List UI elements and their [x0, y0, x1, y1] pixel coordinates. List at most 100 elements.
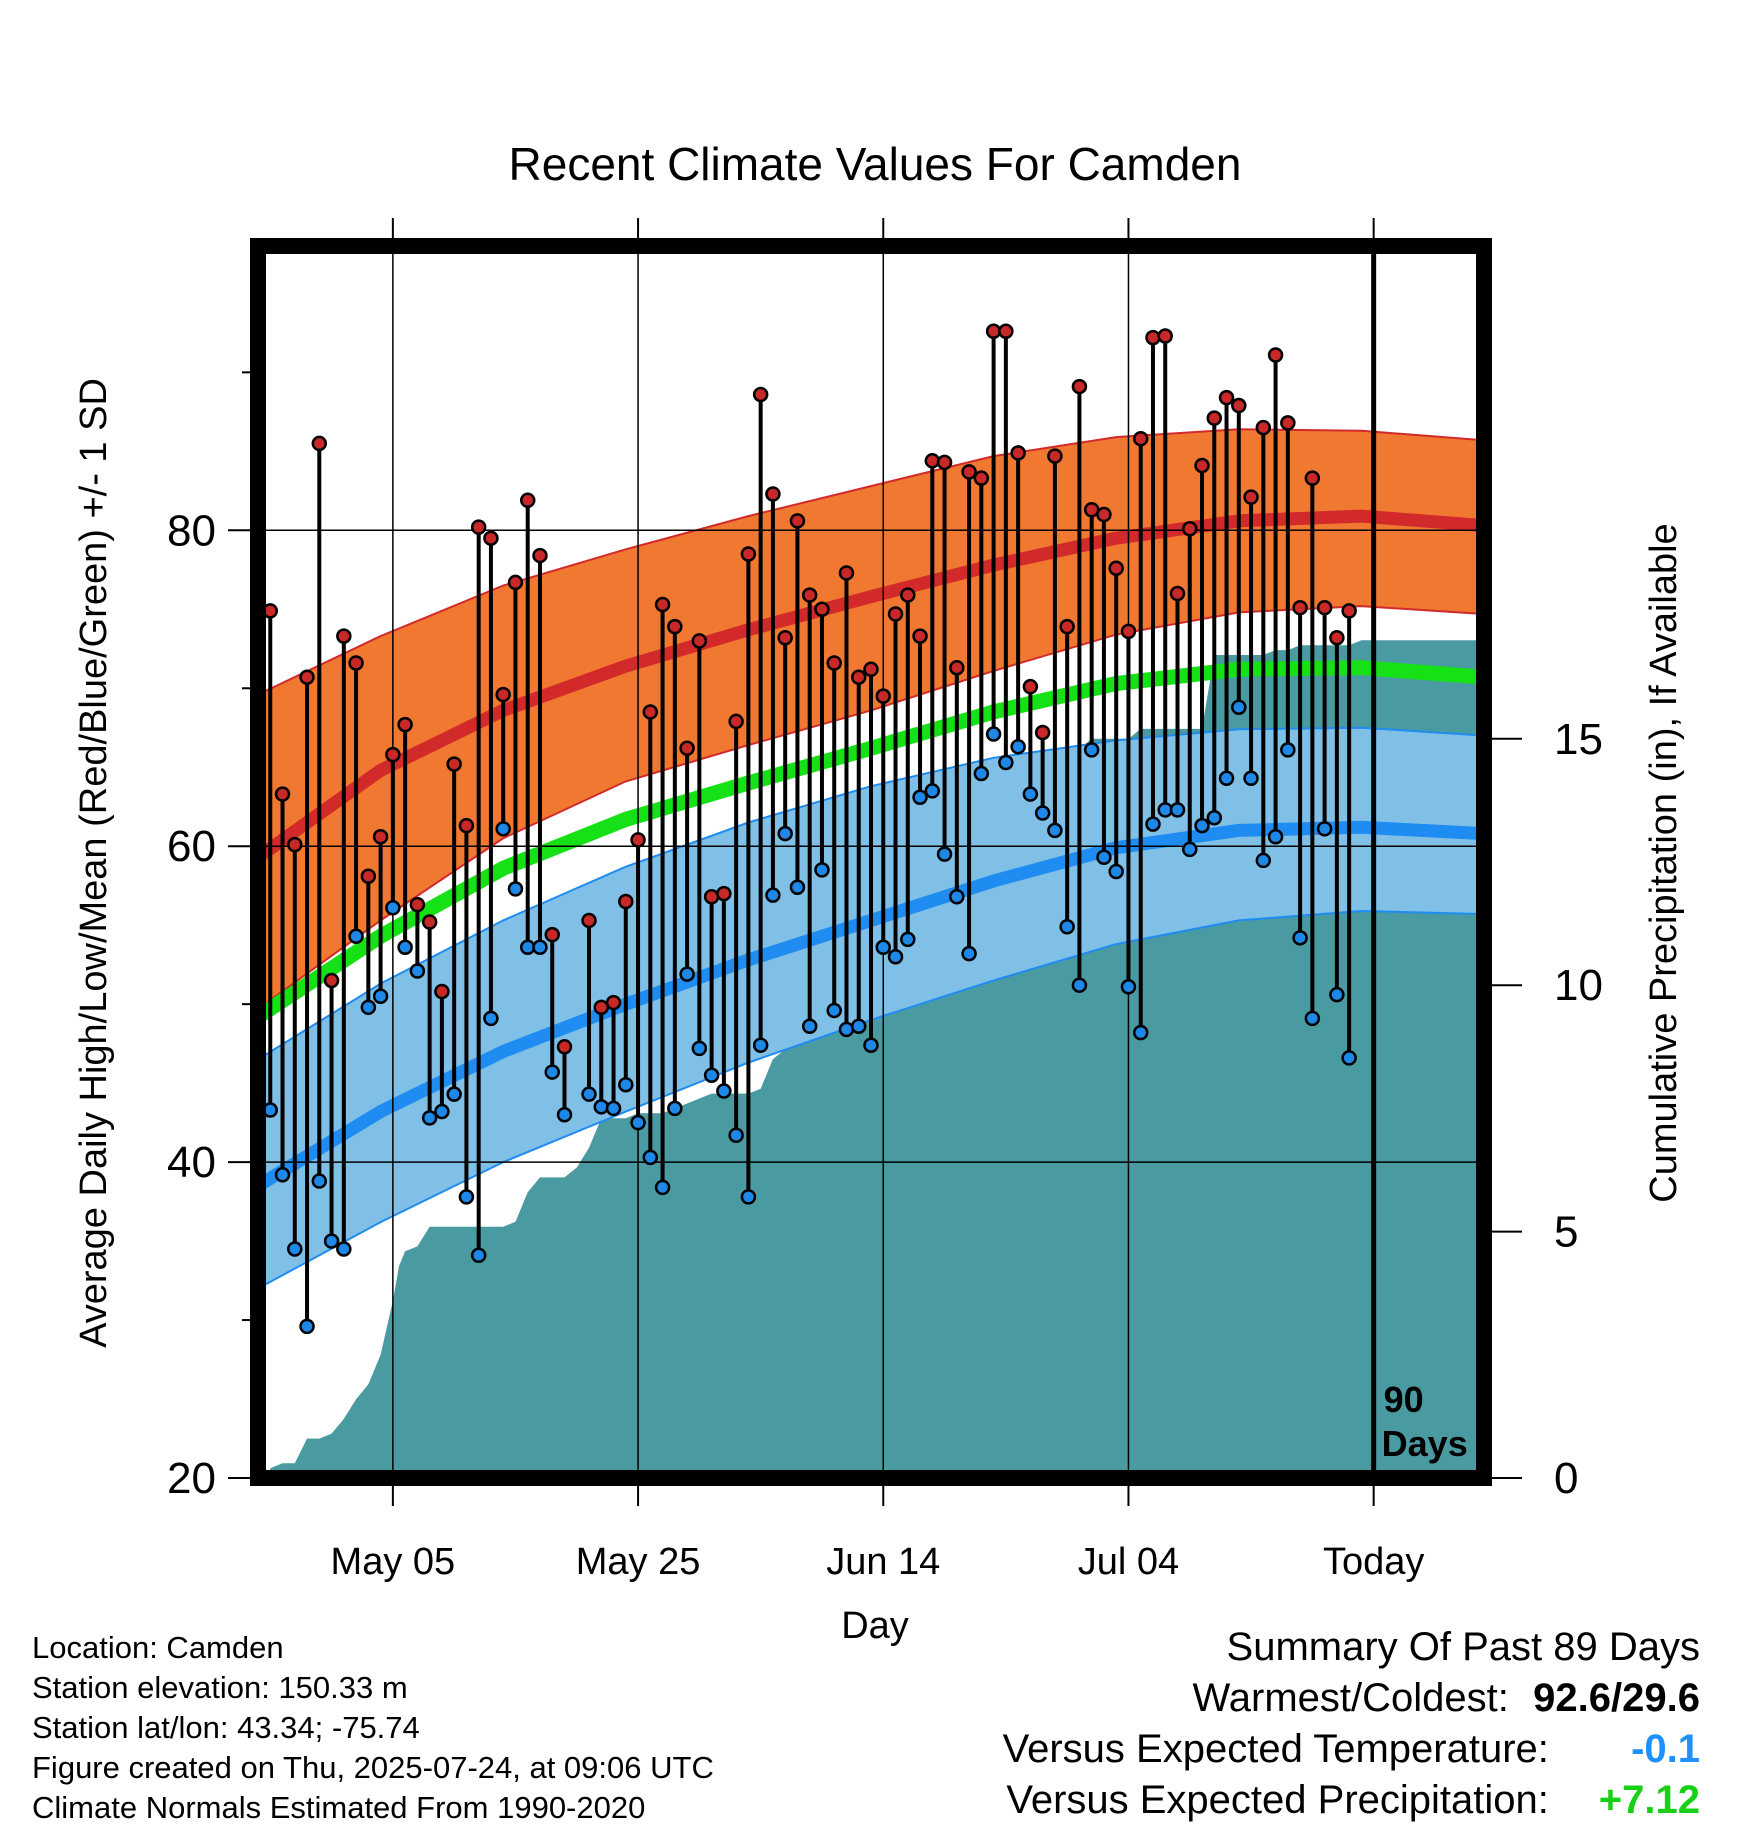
daily-high-point: [1034, 724, 1051, 741]
daily-high-point: [287, 836, 303, 853]
daily-high-point: [397, 716, 413, 733]
daily-low-point: [287, 1241, 303, 1257]
daily-high-point: [1267, 347, 1284, 363]
plot-frame: [250, 238, 1492, 1486]
x-tick-label: Jun 14: [826, 1541, 940, 1583]
daily-high-point: [507, 574, 524, 591]
daily-high-point: [1292, 599, 1308, 616]
high-normal-line: [254, 509, 1485, 863]
daily-low-point: [936, 846, 953, 862]
location-text: Location: Camden: [32, 1630, 284, 1665]
daily-high-point: [1132, 430, 1149, 447]
daily-low-point: [961, 945, 977, 962]
daily-high-point: [1231, 397, 1247, 414]
daily-low-point: [593, 1099, 610, 1115]
daily-high-point: [654, 596, 671, 613]
daily-low-point: [875, 939, 892, 956]
summary-panel: Summary Of Past 89 Days Warmest/Coldest:…: [1003, 1622, 1700, 1826]
x-axis-label: Day: [841, 1605, 909, 1647]
daily-low-point: [789, 879, 806, 896]
daily-high-point: [1120, 623, 1137, 640]
daily-high-point: [667, 618, 683, 635]
daily-low-point: [716, 1083, 732, 1099]
daily-low-point: [752, 1037, 769, 1053]
daily-high-point: [936, 454, 953, 471]
daily-high-point: [311, 435, 328, 452]
daily-low-point: [446, 1086, 462, 1102]
daily-low-point: [1108, 863, 1124, 880]
y2-tick-label: 10: [1554, 961, 1603, 1010]
daily-low-point: [654, 1179, 671, 1196]
daily-low-point: [1145, 816, 1161, 832]
daily-low-point: [1218, 770, 1235, 787]
daily-high-point: [360, 868, 377, 884]
daily-low-point: [850, 1018, 867, 1035]
daily-high-point: [532, 547, 548, 564]
y-tick-label: 20: [167, 1454, 216, 1503]
y2-axis-label: Cumulative Precipitation (in), If Availa…: [1643, 523, 1685, 1202]
daily-high-point: [765, 486, 781, 502]
daily-high-point: [1059, 618, 1075, 635]
daily-low-point: [1304, 1010, 1321, 1027]
y-axis-label: Average Daily High/Low/Mean (Red/Blue/Gr…: [73, 378, 115, 1348]
daily-low-point: [605, 1100, 622, 1117]
daily-high-point: [814, 601, 830, 618]
daily-high-point: [961, 464, 977, 480]
daily-low-point: [924, 783, 941, 799]
daily-low-point: [1194, 817, 1210, 834]
daily-high-point: [446, 756, 462, 772]
daily-low-point: [1243, 770, 1259, 787]
daily-low-point: [691, 1040, 708, 1057]
summary-title: Summary Of Past 89 Days: [1226, 1625, 1700, 1669]
daily-low-point: [985, 726, 1002, 742]
daily-high-point: [1206, 410, 1223, 426]
daily-high-point: [1329, 629, 1345, 646]
daily-low-point: [336, 1241, 352, 1257]
daily-high-point: [1194, 457, 1210, 474]
daily-high-point: [949, 659, 965, 676]
y-tick-label: 40: [167, 1138, 216, 1187]
daily-low-point: [299, 1318, 315, 1335]
daily-high-point: [348, 655, 364, 671]
daily-high-point: [1169, 585, 1186, 602]
daily-low-point: [642, 1149, 659, 1166]
daily-low-point: [765, 887, 781, 903]
daily-low-point: [409, 963, 426, 979]
daily-low-point: [581, 1086, 597, 1102]
daily-low-point: [740, 1189, 757, 1205]
daily-low-point: [1169, 802, 1186, 818]
daily-high-point: [642, 704, 659, 720]
daily-high-point: [850, 669, 867, 685]
precip-row: Versus Expected Precipitation: +7.12: [1003, 1775, 1700, 1826]
daily-low-point: [1231, 699, 1247, 715]
warm-cold-row: Warmest/Coldest: 92.6/29.6: [1003, 1673, 1701, 1724]
daily-low-point: [1182, 841, 1198, 858]
precip-value: +7.12: [1598, 1778, 1700, 1822]
daily-low-point: [1120, 979, 1137, 995]
daily-low-point: [1022, 786, 1039, 802]
daily-high-point: [458, 817, 475, 834]
daily-high-point: [274, 786, 291, 802]
daily-low-point: [630, 1114, 646, 1131]
daily-low-point: [1047, 822, 1063, 839]
daily-low-point: [998, 754, 1014, 771]
normals-text: Climate Normals Estimated From 1990-2020: [32, 1790, 646, 1825]
daily-low-point: [470, 1247, 487, 1264]
daily-high-point: [605, 994, 622, 1011]
daily-high-point: [1010, 445, 1026, 461]
daily-high-point: [1280, 415, 1296, 431]
daily-low-point: [1292, 930, 1308, 946]
daily-low-point: [532, 939, 548, 956]
daily-low-point: [385, 900, 401, 916]
daily-high-point: [421, 914, 438, 930]
x-tick-label: Jul 04: [1078, 1541, 1179, 1583]
daily-low-point: [556, 1106, 573, 1123]
daily-low-point: [434, 1103, 450, 1120]
y2-tick-label: 5: [1554, 1208, 1578, 1257]
daily-low-point: [667, 1100, 683, 1117]
daily-low-point: [973, 765, 990, 782]
daily-low-point: [1341, 1050, 1357, 1066]
daily-high-point: [900, 587, 916, 603]
chart-title: Recent Climate Values For Camden: [509, 138, 1242, 190]
